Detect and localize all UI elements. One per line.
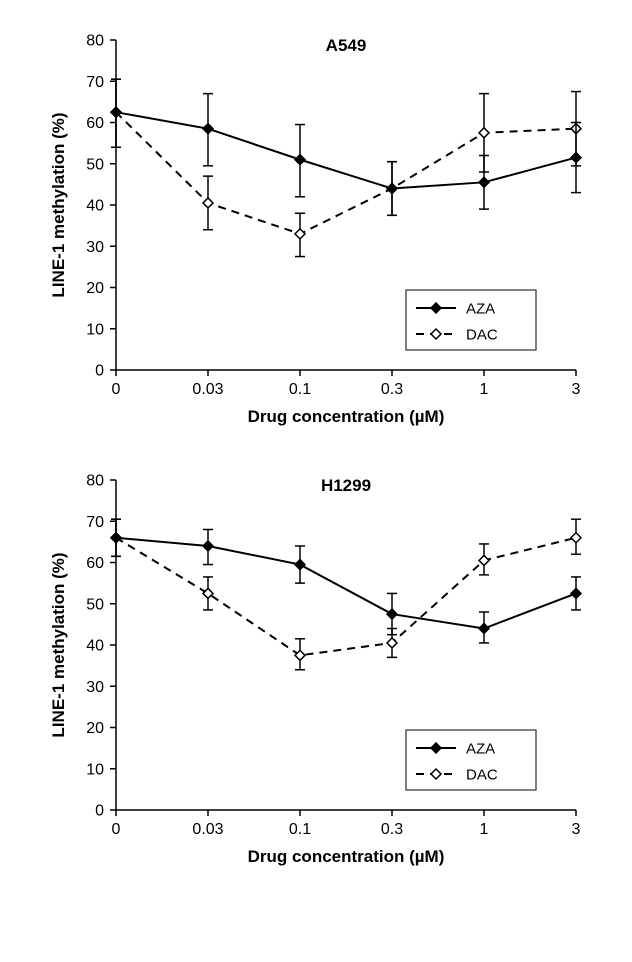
series-marker-DAC [295, 229, 305, 239]
y-tick-label: 0 [95, 363, 104, 380]
series-marker-AZA [387, 184, 397, 194]
x-tick-label: 0 [112, 381, 121, 398]
series-marker-AZA [479, 624, 489, 634]
y-tick-label: 10 [86, 761, 104, 778]
figure-root: 0102030405060708000.030.10.313Drug conce… [0, 0, 632, 890]
x-tick-label: 0.3 [381, 821, 403, 838]
legend-label-DAC: DAC [466, 326, 498, 343]
series-line-AZA [116, 112, 576, 188]
y-tick-label: 10 [86, 321, 104, 338]
y-tick-label: 30 [86, 679, 104, 696]
y-tick-label: 40 [86, 638, 104, 655]
series-marker-DAC [571, 533, 581, 543]
x-tick-label: 0.1 [289, 821, 311, 838]
y-tick-label: 30 [86, 239, 104, 256]
y-tick-label: 60 [86, 115, 104, 132]
series-marker-AZA [387, 609, 397, 619]
chart-wrap: 0 10 20 30 40 50 60 70 80 0 0.03 0.1 0.3 1 3 Drug conce… [36, 10, 596, 450]
y-tick-label: 50 [86, 156, 104, 173]
y-tick-label: 80 [86, 473, 104, 490]
y-axis-label: LINE-1 methylation (%) [49, 552, 68, 737]
y-tick-label: 50 [86, 596, 104, 613]
series-marker-AZA [571, 153, 581, 163]
series-marker-DAC [479, 128, 489, 138]
x-tick-label: 0.3 [381, 381, 403, 398]
x-tick-label: 0.03 [192, 381, 223, 398]
y-tick-label: 20 [86, 280, 104, 297]
legend-label-DAC: DAC [466, 766, 498, 783]
series-marker-AZA [295, 155, 305, 165]
x-tick-label: 3 [572, 821, 581, 838]
y-tick-label: 60 [86, 555, 104, 572]
series-marker-AZA [111, 533, 121, 543]
chart-title: H1299 [321, 476, 371, 495]
y-tick-label: 70 [86, 74, 104, 91]
x-axis-label: Drug concentration (µM) [248, 847, 445, 866]
x-tick-label: 1 [480, 821, 489, 838]
series-marker-AZA [571, 588, 581, 598]
series-marker-AZA [203, 124, 213, 134]
series-marker-DAC [203, 198, 213, 208]
y-tick-label: 70 [86, 514, 104, 531]
y-tick-label: 20 [86, 720, 104, 737]
series-line-AZA [116, 538, 576, 629]
y-tick-label: 80 [86, 33, 104, 50]
y-tick-label: 40 [86, 198, 104, 215]
x-tick-label: 3 [572, 381, 581, 398]
legend-label-AZA: AZA [466, 300, 495, 317]
series-marker-AZA [479, 177, 489, 187]
series-marker-AZA [295, 560, 305, 570]
series-marker-DAC [479, 555, 489, 565]
chart-panel: 0 10 20 30 40 50 60 70 80 0 0.03 0.1 0.3 1 3 Drug conce… [36, 10, 596, 450]
x-axis-label: Drug concentration (µM) [248, 407, 445, 426]
legend-label-AZA: AZA [466, 740, 495, 757]
chart-panel: 0 10 20 30 40 50 60 70 80 0 0.03 0.1 0.3 1 3 Drug conce… [36, 450, 596, 890]
series-marker-DAC [387, 638, 397, 648]
legend: AZA DAC [406, 730, 536, 790]
legend: AZA DAC [406, 290, 536, 350]
x-tick-label: 0.1 [289, 381, 311, 398]
y-tick-label: 0 [95, 803, 104, 820]
series-line-DAC [116, 538, 576, 656]
x-tick-label: 0.03 [192, 821, 223, 838]
chart-title: A549 [326, 36, 367, 55]
x-tick-label: 0 [112, 821, 121, 838]
chart-wrap: 0 10 20 30 40 50 60 70 80 0 0.03 0.1 0.3 1 3 Drug conce… [36, 450, 596, 890]
y-axis-label: LINE-1 methylation (%) [49, 112, 68, 297]
series-marker-AZA [203, 541, 213, 551]
x-tick-label: 1 [480, 381, 489, 398]
